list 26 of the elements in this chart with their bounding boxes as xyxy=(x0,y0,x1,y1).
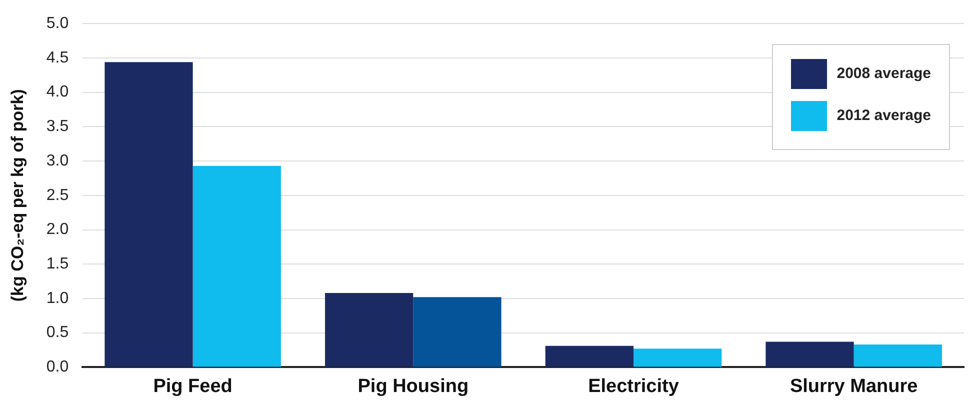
y-tick-label: 1.5 xyxy=(46,256,69,273)
x-tick-label: Electricity xyxy=(588,376,680,397)
bar xyxy=(413,297,502,367)
legend-label: 2008 average xyxy=(836,65,931,82)
bar xyxy=(766,342,854,367)
legend-label: 2012 average xyxy=(836,107,931,124)
y-axis-title: (kg CO₂-eq per kg of pork) xyxy=(8,89,27,302)
y-tick-label: 0.5 xyxy=(46,324,69,342)
y-tick-label: 3.0 xyxy=(46,152,69,170)
x-tick-label: Pig Housing xyxy=(358,376,469,397)
y-tick-label: 4.0 xyxy=(46,84,69,101)
x-tick-label: Pig Feed xyxy=(153,376,232,397)
bar xyxy=(325,292,414,367)
y-tick-label: 2.5 xyxy=(46,186,69,204)
y-tick-label: 1.0 xyxy=(46,290,69,307)
y-tick-label: 0.0 xyxy=(46,358,69,376)
bar xyxy=(192,166,281,367)
y-tick-label: 3.5 xyxy=(46,118,69,136)
bar xyxy=(104,62,193,367)
y-tick-label: 5.0 xyxy=(46,15,69,32)
bar xyxy=(545,346,634,367)
y-tick-label: 2.0 xyxy=(46,221,69,238)
y-tick-label: 4.5 xyxy=(46,49,69,66)
bar xyxy=(854,344,942,367)
x-tick-label: Slurry Manure xyxy=(790,376,918,397)
bar xyxy=(633,348,722,367)
